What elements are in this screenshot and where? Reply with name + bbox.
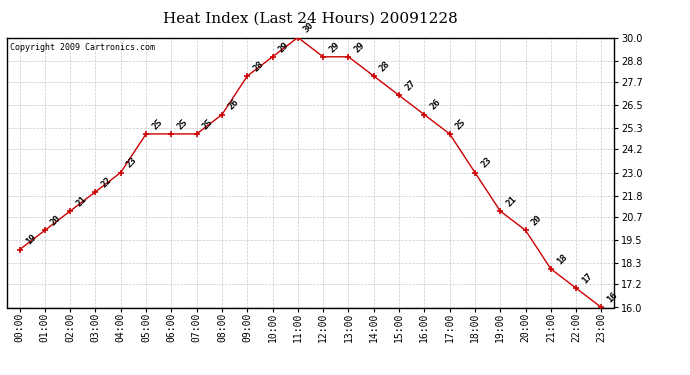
Text: 21: 21 bbox=[504, 194, 518, 208]
Text: 19: 19 bbox=[23, 233, 38, 247]
Text: 29: 29 bbox=[277, 40, 290, 54]
Text: 30: 30 bbox=[302, 21, 316, 35]
Text: 28: 28 bbox=[251, 59, 266, 73]
Text: 23: 23 bbox=[479, 156, 493, 170]
Text: 26: 26 bbox=[428, 98, 442, 112]
Text: 17: 17 bbox=[580, 272, 594, 285]
Text: 16: 16 bbox=[606, 291, 620, 305]
Text: Heat Index (Last 24 Hours) 20091228: Heat Index (Last 24 Hours) 20091228 bbox=[163, 11, 458, 25]
Text: 18: 18 bbox=[555, 252, 569, 266]
Text: 25: 25 bbox=[454, 117, 468, 131]
Text: 23: 23 bbox=[125, 156, 139, 170]
Text: 25: 25 bbox=[150, 117, 164, 131]
Text: 29: 29 bbox=[327, 40, 342, 54]
Text: 25: 25 bbox=[175, 117, 190, 131]
Text: 26: 26 bbox=[226, 98, 240, 112]
Text: 20: 20 bbox=[530, 214, 544, 228]
Text: Copyright 2009 Cartronics.com: Copyright 2009 Cartronics.com bbox=[10, 43, 155, 52]
Text: 22: 22 bbox=[99, 175, 114, 189]
Text: 20: 20 bbox=[49, 214, 63, 228]
Text: 25: 25 bbox=[201, 117, 215, 131]
Text: 21: 21 bbox=[75, 194, 88, 208]
Text: 29: 29 bbox=[353, 40, 366, 54]
Text: 27: 27 bbox=[403, 79, 417, 93]
Text: 28: 28 bbox=[378, 59, 392, 73]
